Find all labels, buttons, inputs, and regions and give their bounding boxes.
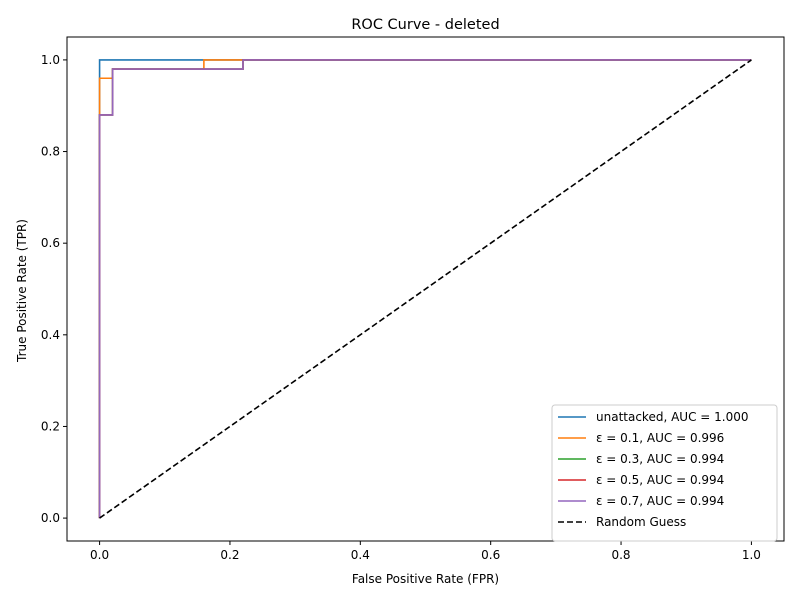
plot-frame [66,36,785,542]
y-tick-label: 0.2 [41,419,60,433]
x-tick-label: 0.4 [351,548,370,562]
series-line-5 [99,59,752,519]
legend-label: unattacked, AUC = 1.000 [596,410,748,424]
x-tick-label: 1.0 [742,548,761,562]
y-axis: 0.0 0.2 0.4 0.6 0.8 1.0 [41,53,67,525]
y-tick-label: 0.0 [41,511,60,525]
legend-label: ε = 0.5, AUC = 0.994 [596,473,724,487]
y-tick-label: 0.4 [41,328,60,342]
x-tick-label: 0.8 [611,548,630,562]
x-tick-label: 0.0 [90,548,109,562]
legend: unattacked, AUC = 1.000 ε = 0.1, AUC = 0.… [551,404,778,542]
y-tick-label: 0.8 [41,145,60,159]
x-tick-label: 0.6 [481,548,500,562]
legend-label: ε = 0.7, AUC = 0.994 [596,494,724,508]
legend-box [551,404,778,542]
chart-title: ROC Curve - deleted [351,17,499,33]
x-axis-title: False Positive Rate (FPR) [352,572,499,586]
legend-label: ε = 0.1, AUC = 0.996 [596,431,724,445]
y-tick-label: 1.0 [41,53,60,67]
y-tick-label: 0.6 [41,236,60,250]
x-axis: 0.0 0.2 0.4 0.6 0.8 1.0 [90,541,761,562]
series-line-4 [98,59,752,519]
y-axis-title: True Positive Rate (TPR) [15,219,29,363]
legend-label: ε = 0.3, AUC = 0.994 [596,452,724,466]
plot-area [98,59,752,519]
x-tick-label: 0.2 [220,548,239,562]
legend-label: Random Guess [596,515,686,529]
